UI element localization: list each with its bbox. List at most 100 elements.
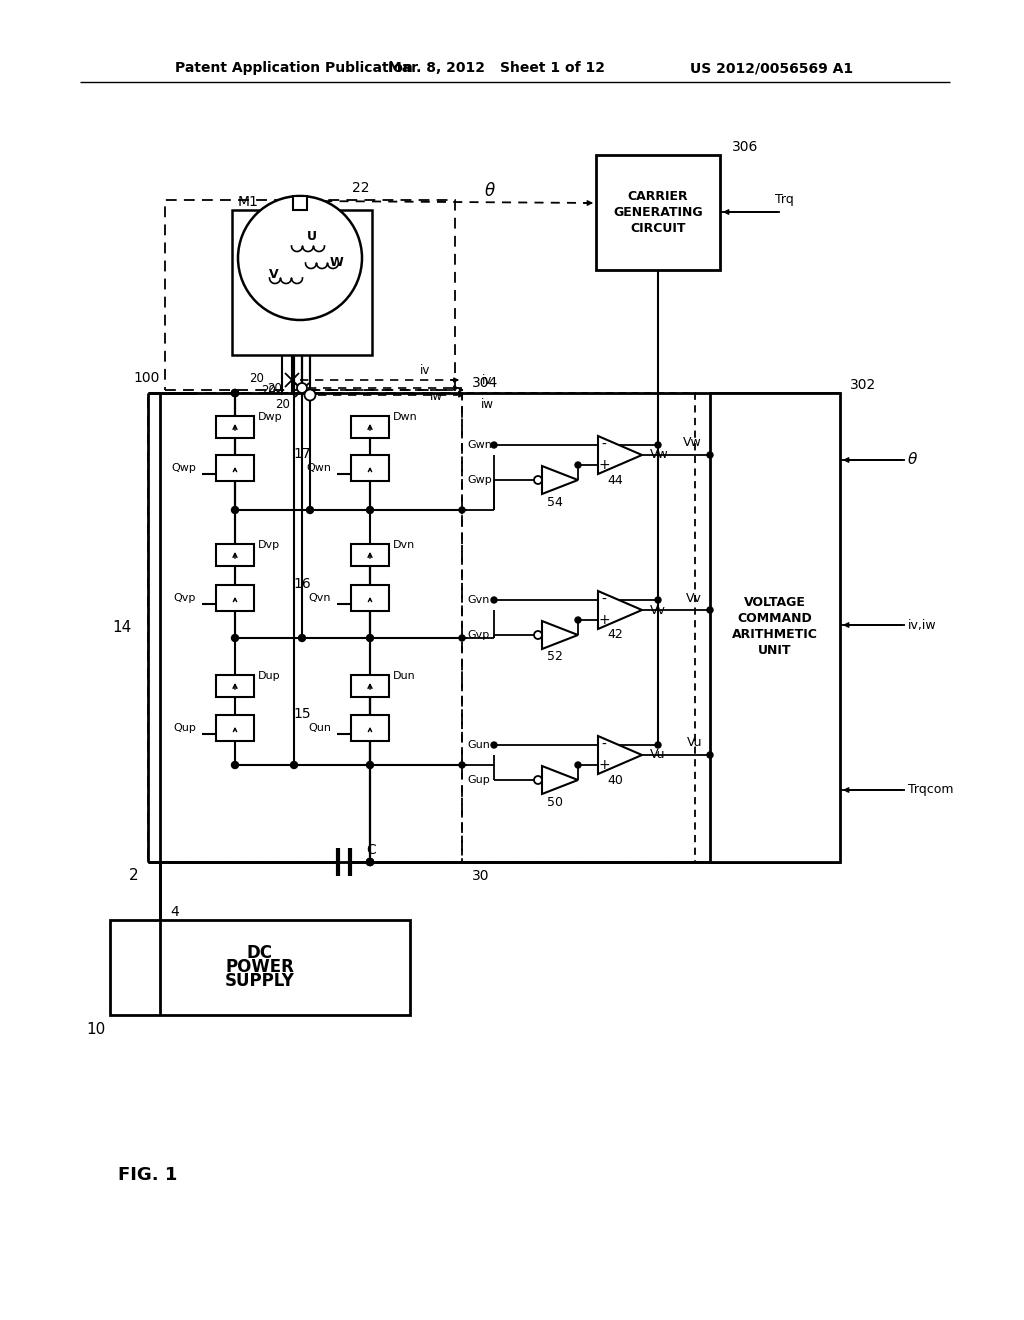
Circle shape [367,858,374,866]
Text: -: - [601,438,606,451]
Text: CARRIER: CARRIER [628,190,688,202]
Text: Qup: Qup [173,723,196,733]
Text: Sheet 1 of 12: Sheet 1 of 12 [500,61,605,75]
Text: 2: 2 [128,869,138,883]
Text: Gup: Gup [467,775,489,785]
Circle shape [575,762,581,768]
Bar [596,154,720,271]
Bar [216,675,254,697]
Text: Mar. 8, 2012: Mar. 8, 2012 [388,61,485,75]
Circle shape [655,442,662,447]
Text: +: + [598,758,610,772]
Text: 50: 50 [547,796,563,808]
Text: Qvp: Qvp [174,593,196,603]
Circle shape [707,607,713,612]
Text: US 2012/0056569 A1: US 2012/0056569 A1 [690,61,853,75]
Text: 17: 17 [293,447,311,461]
Text: Vv: Vv [686,591,702,605]
Circle shape [231,389,239,396]
Polygon shape [598,436,642,474]
Text: Qwn: Qwn [306,463,331,473]
Text: Gwn: Gwn [467,440,492,450]
Text: -: - [601,738,606,752]
Text: Trq: Trq [775,194,794,206]
Circle shape [291,762,298,768]
Bar [165,201,455,389]
Circle shape [575,616,581,623]
Text: θ: θ [485,182,495,201]
Circle shape [367,858,374,866]
Text: W: W [329,256,343,269]
Text: Vv: Vv [650,603,666,616]
Bar [351,416,389,438]
Text: DC: DC [247,944,273,962]
Bar [293,195,307,210]
Text: POWER: POWER [225,958,295,975]
Text: Dup: Dup [258,671,281,681]
Circle shape [299,635,305,642]
Text: GENERATING: GENERATING [613,206,702,219]
Text: iw: iw [480,399,494,412]
Circle shape [367,507,374,513]
Bar [351,455,389,480]
Polygon shape [598,591,642,630]
Circle shape [707,451,713,458]
Text: iv: iv [482,374,493,387]
Text: V: V [269,268,279,281]
Bar [351,544,389,566]
Text: Vw: Vw [650,449,669,462]
Circle shape [459,507,465,513]
Text: 16: 16 [293,577,311,591]
Circle shape [490,442,497,447]
Bar [351,675,389,697]
Circle shape [231,389,239,396]
Circle shape [655,742,662,748]
Circle shape [231,635,239,642]
Text: Vu: Vu [650,748,666,762]
Text: iv: iv [420,364,430,378]
Text: 42: 42 [607,628,623,642]
Bar [710,393,840,862]
Text: 30: 30 [472,869,489,883]
Text: UNIT: UNIT [758,644,792,657]
Text: Dvn: Dvn [393,540,416,550]
Circle shape [534,631,542,639]
Bar [216,416,254,438]
Text: Dwn: Dwn [393,412,418,422]
Text: Dun: Dun [393,671,416,681]
Text: 4: 4 [170,906,179,919]
Circle shape [534,477,542,484]
Text: Dvp: Dvp [258,540,281,550]
Text: 22: 22 [352,181,370,195]
Text: Vu: Vu [686,737,702,750]
Text: 54: 54 [547,495,563,508]
Circle shape [304,389,315,400]
Circle shape [231,507,239,513]
Circle shape [367,858,374,866]
Bar [351,715,389,741]
Bar [216,585,254,611]
Text: U: U [307,230,317,243]
Text: iw: iw [430,391,443,404]
Text: Qun: Qun [308,723,331,733]
Circle shape [459,762,465,768]
Text: Gwp: Gwp [467,475,492,484]
Text: FIG. 1: FIG. 1 [118,1166,177,1184]
Circle shape [238,195,362,319]
Circle shape [575,462,581,469]
Circle shape [297,383,307,393]
Text: θ: θ [908,453,918,467]
Text: 20: 20 [249,371,264,384]
Text: 44: 44 [607,474,623,487]
Text: Gun: Gun [467,741,489,750]
Text: M1: M1 [238,195,259,209]
Text: Trqcom: Trqcom [908,784,953,796]
Text: ARITHMETIC: ARITHMETIC [732,628,818,642]
Text: 52: 52 [547,651,563,664]
Text: CIRCUIT: CIRCUIT [630,222,686,235]
Circle shape [490,597,497,603]
Text: 20: 20 [275,399,290,412]
Text: Vw: Vw [683,437,702,450]
Circle shape [490,742,497,748]
Bar [216,715,254,741]
